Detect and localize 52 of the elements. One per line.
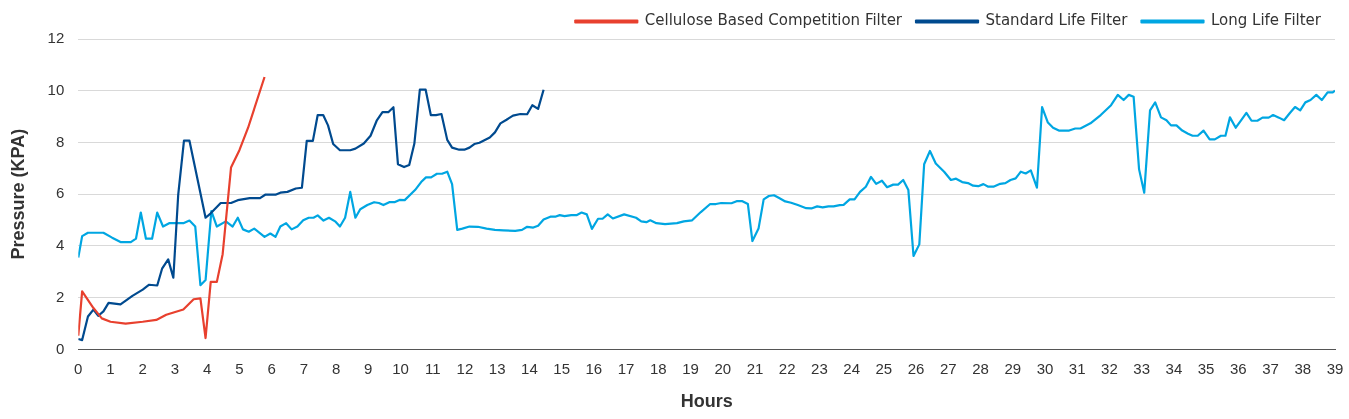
- x-tick-label: 1: [106, 359, 115, 377]
- x-tick-label: 6: [267, 359, 276, 377]
- x-tick-label: 7: [299, 359, 309, 377]
- x-tick-label: 27: [939, 359, 957, 377]
- x-tick-label: 28: [972, 359, 989, 377]
- x-axis-title: Hours: [680, 391, 733, 412]
- x-tick-label: 23: [811, 359, 828, 377]
- x-tick-label: 35: [1197, 359, 1215, 377]
- x-tick-label: 36: [1229, 359, 1247, 377]
- y-tick-label: 2: [55, 287, 65, 305]
- x-tick-label: 38: [1294, 359, 1312, 377]
- x-tick-label: 9: [364, 359, 373, 377]
- x-tick-label: 13: [488, 359, 506, 377]
- x-tick-label: 4: [203, 359, 212, 377]
- y-axis-title: Pressure (KPA): [7, 128, 28, 260]
- x-tick-label: 34: [1165, 359, 1183, 377]
- x-tick-label: 19: [682, 359, 699, 377]
- x-tick-label: 11: [424, 359, 441, 377]
- y-tick-label: 6: [55, 184, 65, 202]
- y-tick-label: 12: [47, 29, 65, 47]
- x-tick-label: 5: [235, 359, 244, 377]
- x-tick-label: 30: [1036, 359, 1054, 377]
- x-tick-label: 37: [1262, 359, 1279, 377]
- x-tick-label: 21: [746, 359, 764, 377]
- x-tick-label: 12: [456, 359, 474, 377]
- x-tick-label: 10: [392, 359, 409, 377]
- x-tick-label: 26: [907, 359, 925, 377]
- x-tick-label: 31: [1068, 359, 1086, 377]
- x-tick-label: 25: [875, 359, 893, 377]
- y-tick-label: 8: [55, 132, 65, 150]
- legend-label: Cellulose Based Competition Filter: [644, 11, 903, 30]
- x-tick-label: 18: [649, 359, 667, 377]
- x-tick-label: 29: [1004, 359, 1022, 377]
- legend-label: Long Life Filter: [1210, 11, 1322, 30]
- x-tick-label: 0: [74, 359, 83, 377]
- x-tick-label: 16: [585, 359, 603, 377]
- x-tick-label: 20: [714, 359, 732, 377]
- x-tick-label: 22: [778, 359, 796, 377]
- x-tick-label: 39: [1326, 359, 1344, 377]
- x-tick-label: 32: [1101, 359, 1118, 377]
- x-tick-label: 33: [1133, 359, 1150, 377]
- x-tick-label: 15: [553, 359, 570, 377]
- x-tick-label: 24: [843, 359, 860, 377]
- y-tick-label: 10: [47, 80, 65, 98]
- x-tick-label: 8: [331, 359, 341, 377]
- x-tick-label: 2: [138, 359, 147, 377]
- x-tick-label: 14: [521, 359, 538, 377]
- y-tick-label: 0: [55, 339, 65, 357]
- legend-label: Standard Life Filter: [985, 11, 1129, 30]
- x-tick-label: 17: [617, 359, 635, 377]
- y-tick-label: 4: [55, 236, 65, 254]
- x-tick-label: 3: [170, 359, 180, 377]
